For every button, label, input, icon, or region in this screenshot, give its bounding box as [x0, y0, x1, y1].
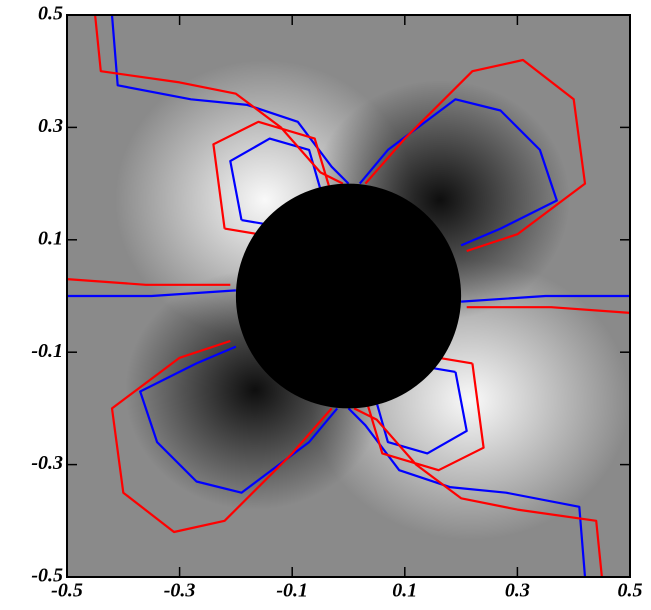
axes: -0.5 -0.3 -0.1 0.1 0.3 0.5 -0.5 -0.3 -0.1 0.1 0.3 0…	[31, 3, 642, 602]
field	[67, 15, 630, 577]
y-tick-label: 0.3	[38, 115, 63, 137]
frame	[66, 14, 631, 578]
x-tick-label: -0.1	[276, 580, 308, 602]
mask-layer	[235, 183, 462, 409]
contour-line	[67, 15, 630, 577]
x-tick-label: 0.1	[392, 580, 417, 602]
y-tick-label: -0.3	[31, 452, 63, 474]
x-tick-label: 0.5	[618, 580, 643, 602]
x-tick-label: -0.3	[164, 580, 196, 602]
y-tick-label: 0.5	[38, 3, 63, 25]
y-tick-label: -0.5	[31, 565, 63, 587]
x-tick-label: 0.3	[505, 580, 530, 602]
contour-line	[67, 15, 630, 577]
y-tick-label: 0.1	[38, 227, 63, 249]
x-tick-label: -0.5	[51, 580, 83, 602]
contours	[67, 15, 630, 577]
y-tick-label: -0.1	[31, 340, 63, 362]
mask-disk	[235, 183, 462, 409]
